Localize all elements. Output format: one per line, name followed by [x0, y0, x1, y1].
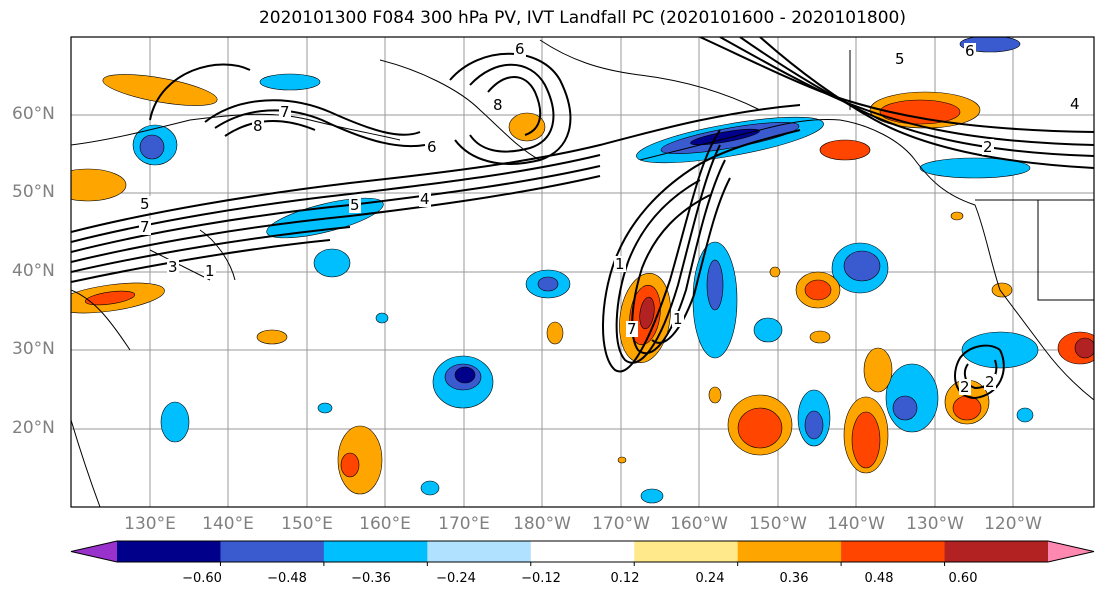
map-title: 2020101300 F084 300 hPa PV, IVT Landfall… [258, 8, 906, 28]
contour-label: 8 [252, 117, 264, 135]
colorbar-tick-label: 0.60 [948, 571, 978, 586]
colorbar-segment [117, 541, 221, 562]
colorbar-tick-label: 0.36 [779, 571, 809, 586]
contour-label: 1 [672, 310, 684, 328]
lat-label-40n: 40°N [12, 261, 55, 281]
contour-label: 2 [982, 138, 994, 156]
contour-label: 4 [419, 190, 431, 208]
colorbar-segment [323, 541, 428, 562]
colorbar-tick-label: −0.60 [182, 571, 222, 586]
contour-label: 7 [279, 103, 291, 121]
colorbar-tick-label: −0.36 [351, 571, 391, 586]
lon-label-130e: 130°E [124, 514, 176, 534]
contour-label: 1 [204, 262, 216, 280]
lat-label-20n: 20°N [12, 418, 55, 438]
colorbar-extend-max [1048, 541, 1094, 562]
contour-label: 2 [984, 373, 996, 391]
contour-label: 1 [614, 255, 626, 273]
lon-label-130w: 130°W [906, 514, 964, 534]
lat-label-30n: 30°N [12, 339, 55, 359]
contour-label: 5 [349, 196, 361, 214]
contour-label: 5 [139, 195, 151, 213]
colorbar [70, 540, 1095, 566]
lat-label-50n: 50°N [12, 182, 55, 202]
colorbar-segment [841, 541, 946, 562]
coastlines [71, 39, 1094, 507]
colorbar-extend-min [71, 541, 117, 562]
contour-label: 3 [167, 258, 179, 276]
colorbar-tick-label: −0.24 [436, 571, 476, 586]
map-border [70, 36, 1095, 508]
lon-label-160w: 160°W [670, 514, 728, 534]
contour-label: 8 [492, 96, 504, 114]
lon-label-170e: 170°E [438, 514, 490, 534]
lon-label-150w: 150°W [749, 514, 807, 534]
colorbar-segment [427, 541, 532, 562]
lat-label-60n: 60°N [12, 104, 55, 124]
colorbar-tick-label: −0.12 [521, 571, 561, 586]
lon-label-150e: 150°E [281, 514, 333, 534]
colorbar-outline [70, 540, 1095, 563]
map-panel [71, 37, 1094, 507]
lon-label-180w: 180°W [513, 514, 571, 534]
colorbar-segment [634, 541, 739, 562]
contour-label: 7 [626, 320, 638, 338]
lon-label-140e: 140°E [202, 514, 254, 534]
contour-label: 2 [959, 378, 971, 396]
lon-label-160e: 160°E [359, 514, 411, 534]
grid-lines [71, 37, 1094, 507]
colorbar-segment [944, 541, 1049, 562]
colorbar-segment [220, 541, 325, 562]
contour-label: 4 [1069, 95, 1081, 113]
ivt-contours [71, 37, 1094, 400]
colorbar-segment [530, 541, 635, 562]
contour-label: 7 [139, 218, 151, 236]
colorbar-tick-label: 0.48 [864, 571, 894, 586]
colorbar-tick-label: 0.24 [695, 571, 725, 586]
lon-label-120w: 120°W [984, 514, 1042, 534]
lon-label-140w: 140°W [827, 514, 885, 534]
contour-label: 6 [514, 40, 526, 58]
lon-label-170w: 170°W [592, 514, 650, 534]
colorbar-segment [737, 541, 842, 562]
colorbar-tick-label: −0.48 [267, 571, 307, 586]
contour-label: 6 [964, 42, 976, 60]
colorbar-tick-label: 0.12 [610, 571, 640, 586]
contour-label: 6 [426, 138, 438, 156]
contour-label: 5 [894, 50, 906, 68]
